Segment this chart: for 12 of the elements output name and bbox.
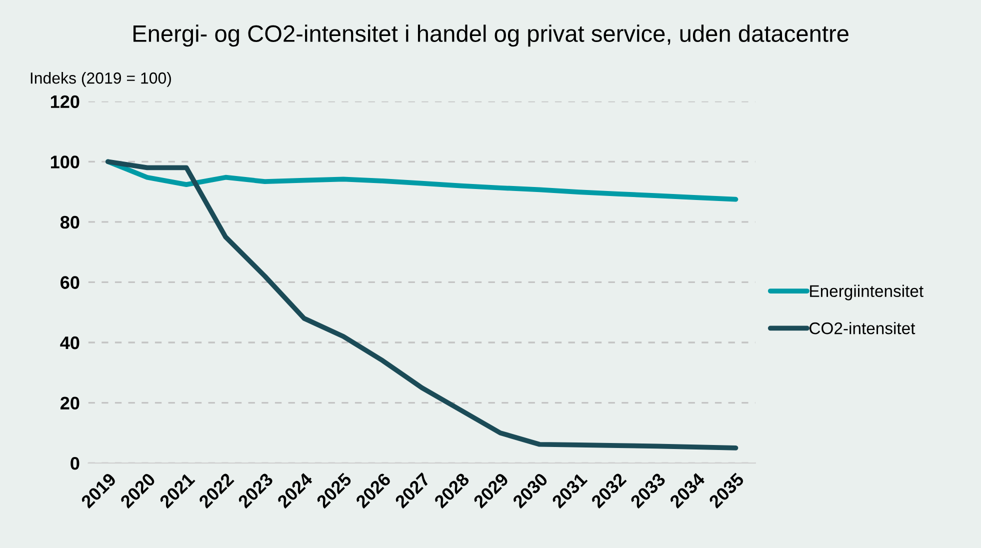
chart-title: Energi- og CO2-intensitet i handel og privat service, uden datacentre bbox=[134, 24, 848, 47]
y-tick-label: 0 bbox=[70, 456, 80, 470]
y-tick-label: 60 bbox=[60, 276, 80, 289]
legend-label: CO2-intensitet bbox=[810, 322, 916, 334]
y-tick-label: 80 bbox=[60, 216, 80, 229]
y-tick-label: 40 bbox=[60, 336, 80, 350]
y-tick-label: 100 bbox=[50, 156, 80, 168]
y-tick-label: 20 bbox=[60, 396, 80, 410]
line-series bbox=[105, 159, 738, 450]
y-tick-label: 120 bbox=[50, 95, 80, 108]
y-axis-title: Indeks (2019 = 100) bbox=[30, 72, 171, 87]
legend-label: Energiintensitet bbox=[810, 284, 924, 300]
